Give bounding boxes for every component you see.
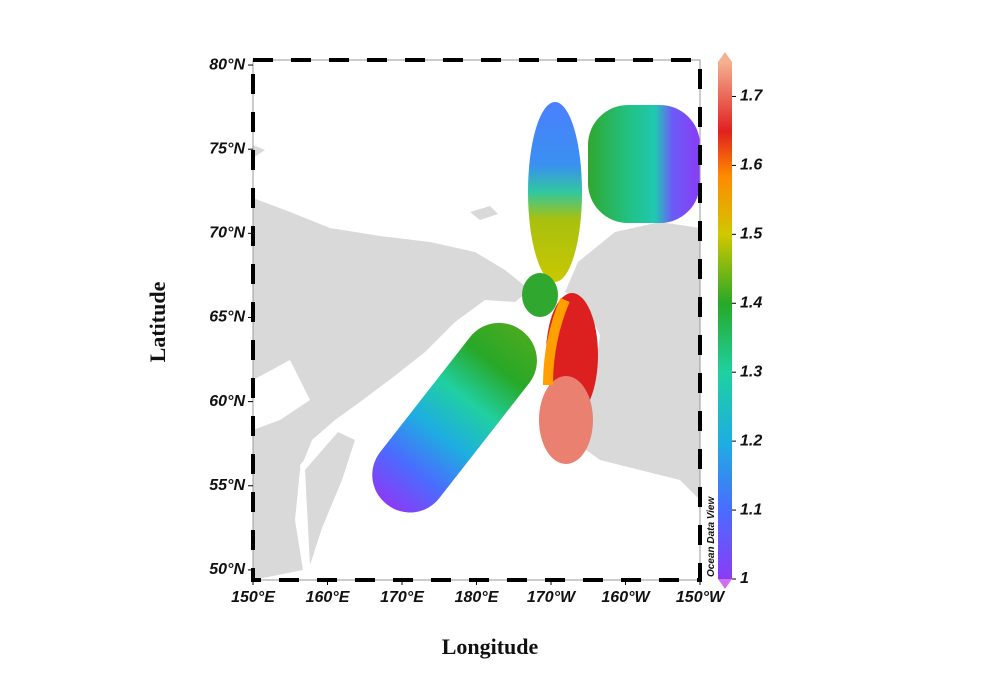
salmon-field (539, 376, 593, 464)
front (543, 298, 570, 386)
x-tick-label: 170°W (527, 589, 577, 606)
x-tick-label: 160°E (306, 589, 351, 606)
colorbar-tick-label: 1.1 (740, 501, 762, 518)
x-tick-label: 160°W (601, 589, 651, 606)
y-tick-label: 75°N (209, 140, 245, 157)
data-field (372, 102, 700, 513)
y-tick-label: 70°N (209, 225, 245, 242)
watermark: Ocean Data View (706, 496, 717, 577)
colorbar-tick-label: 1.4 (740, 294, 762, 311)
x-axis-title: Longitude (442, 634, 539, 659)
y-tick-label: 50°N (209, 561, 245, 578)
y-tick-label: 65°N (209, 309, 245, 326)
land (253, 145, 700, 580)
y-tick-label: 60°N (209, 393, 245, 410)
colorbar-tick-label: 1.2 (740, 432, 762, 449)
colorbar-tick-label: 1.3 (740, 363, 762, 380)
chukchi-field (528, 102, 582, 282)
colorbar (718, 62, 732, 579)
x-tick-label: 150°W (676, 589, 726, 606)
x-tick-label: 150°E (231, 589, 276, 606)
y-axis-title: Latitude (145, 281, 170, 362)
colorbar-tick-label: 1 (740, 570, 749, 587)
x-tick-label: 170°E (380, 589, 425, 606)
x-tick-label: 180°E (455, 589, 500, 606)
bering-strip (372, 322, 537, 513)
colorbar-tick-label: 1.6 (740, 157, 762, 174)
colorbar-tick-label: 1.5 (740, 226, 763, 243)
beaufort-field (588, 105, 700, 223)
y-tick-label: 55°N (209, 477, 245, 494)
colorbar-max-arrow (718, 52, 732, 62)
strait-field (522, 273, 558, 317)
colorbar-tick-label: 1.7 (740, 88, 763, 105)
colorbar-min-arrow (718, 579, 732, 589)
y-tick-label: 80°N (209, 56, 245, 73)
map-area (253, 102, 700, 580)
